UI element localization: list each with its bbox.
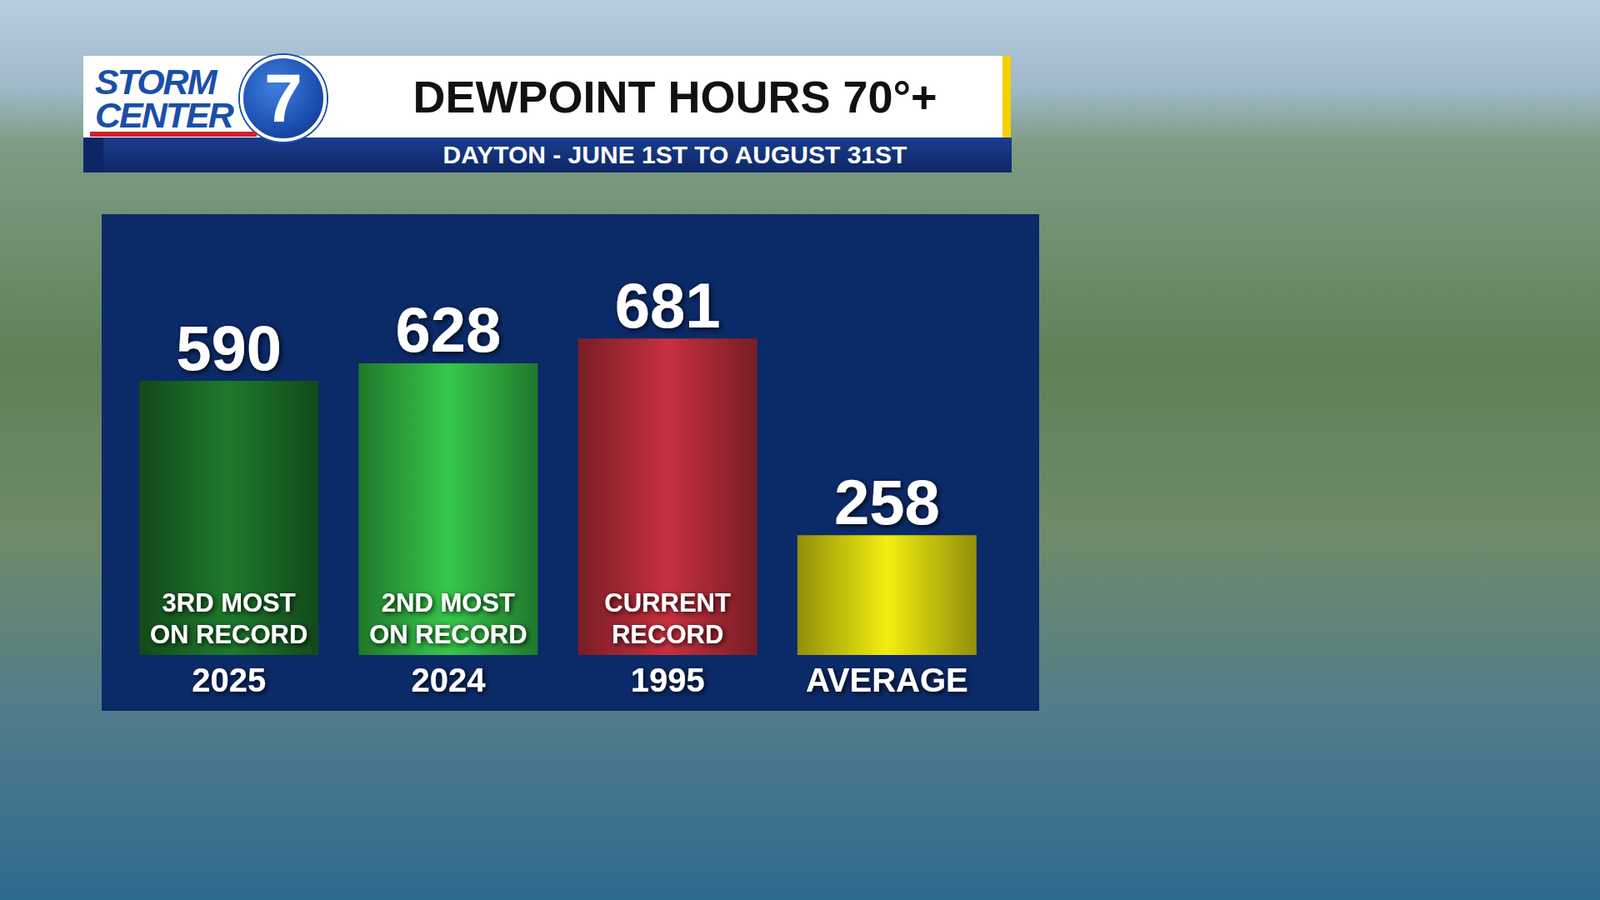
svg-text:681: 681 xyxy=(615,270,721,341)
svg-text:AVERAGE: AVERAGE xyxy=(805,661,969,699)
html-text:7: 7 xyxy=(264,60,303,136)
svg-text:2ND MOST: 2ND MOST xyxy=(381,588,515,618)
svg-text:590: 590 xyxy=(175,312,282,384)
html-text:DEWPOINT HOURS 70°+: DEWPOINT HOURS 70°+ xyxy=(412,71,938,122)
svg-text:CURRENT: CURRENT xyxy=(604,588,731,618)
svg-text:1995: 1995 xyxy=(630,661,705,699)
svg-text:ON RECORD: ON RECORD xyxy=(369,620,527,650)
svg-text:2025: 2025 xyxy=(191,661,266,699)
svg-text:2024: 2024 xyxy=(410,661,486,699)
svg-text:RECORD: RECORD xyxy=(611,620,724,650)
svg-text:3RD MOST: 3RD MOST xyxy=(162,588,296,618)
svg-text:ON RECORD: ON RECORD xyxy=(150,620,308,650)
html-text:DAYTON - JUNE 1ST TO AUGUST 31: DAYTON - JUNE 1ST TO AUGUST 31ST xyxy=(443,140,907,169)
html-text:CENTER: CENTER xyxy=(95,95,233,135)
html-text:STORM: STORM xyxy=(95,61,216,102)
svg-text:258: 258 xyxy=(834,466,940,538)
svg-text:628: 628 xyxy=(395,294,501,365)
